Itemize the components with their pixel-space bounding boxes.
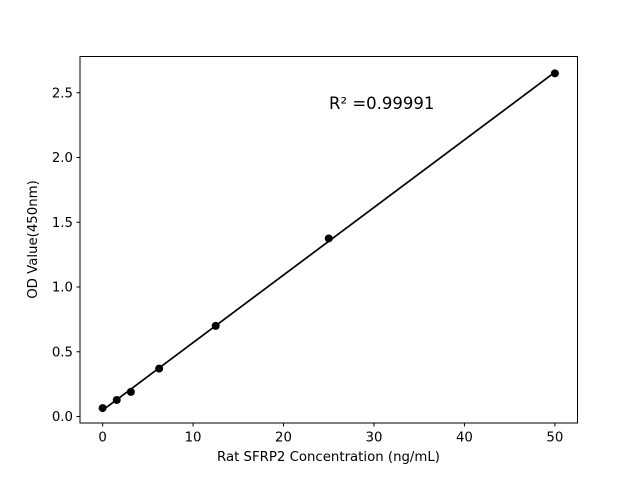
y-tick-label: 0.0 — [52, 410, 73, 425]
y-axis-label: OD Value(450nm) — [26, 180, 41, 299]
data-point — [126, 387, 135, 396]
y-axis-ticks: 0.0 0.5 1.0 1.5 2.0 2.5 — [52, 86, 80, 425]
data-point — [324, 234, 333, 243]
r-squared-annotation: R² =0.99991 — [329, 94, 434, 113]
x-tick-label: 50 — [546, 431, 563, 446]
y-tick-label: 2.5 — [52, 86, 73, 101]
data-point — [155, 364, 164, 373]
x-axis-ticks: 0 10 20 30 40 50 — [98, 423, 563, 446]
y-tick-label: 0.5 — [52, 345, 73, 360]
data-point — [211, 321, 220, 330]
x-tick-label: 30 — [366, 431, 383, 446]
y-tick-label: 1.5 — [52, 216, 73, 231]
x-tick-label: 10 — [185, 431, 202, 446]
x-tick-label: 40 — [456, 431, 473, 446]
y-tick-label: 2.0 — [52, 151, 73, 166]
data-point — [98, 404, 107, 413]
plot-area — [79, 56, 578, 424]
y-tick-label: 1.0 — [52, 281, 73, 296]
series-layer — [98, 69, 559, 413]
x-axis-label: Rat SFRP2 Concentration (ng/mL) — [217, 450, 440, 465]
x-tick-label: 0 — [98, 431, 106, 446]
x-tick-label: 20 — [275, 431, 292, 446]
data-point — [550, 69, 559, 78]
data-point — [112, 395, 121, 404]
